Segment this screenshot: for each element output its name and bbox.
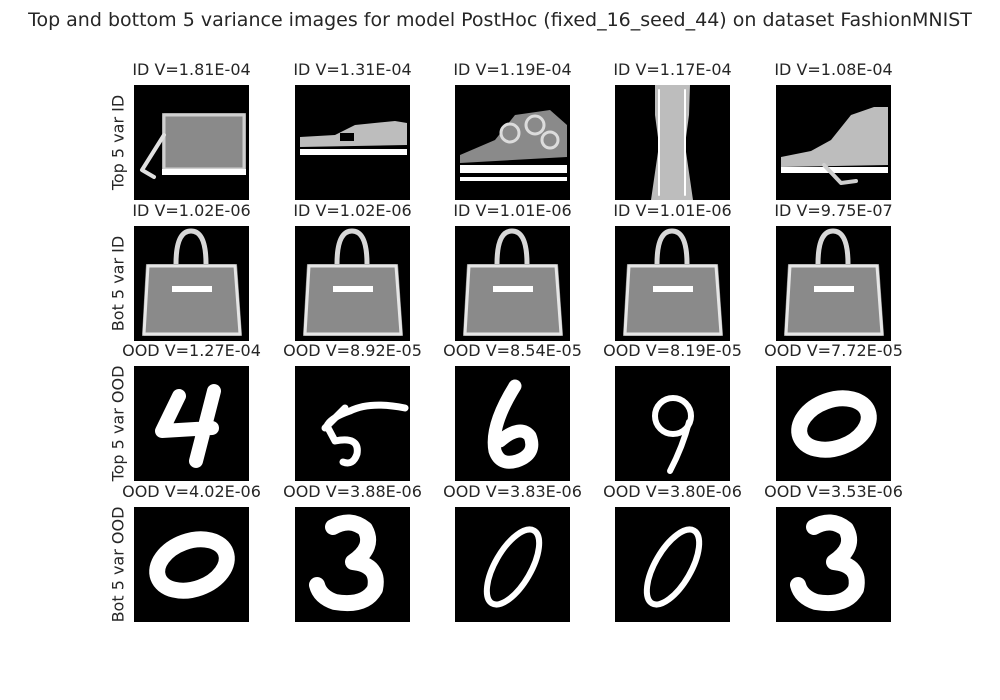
handbag-icon xyxy=(615,226,730,341)
handbag-icon xyxy=(776,226,891,341)
panel-title: OOD V=3.80E-06 xyxy=(603,482,742,501)
handbag-icon xyxy=(134,226,249,341)
panel-title: OOD V=7.72E-05 xyxy=(764,341,903,360)
panel-title: ID V=9.75E-07 xyxy=(774,201,893,220)
handbag-icon xyxy=(455,226,570,341)
chart-title: Top and bottom 5 variance images for mod… xyxy=(28,9,972,31)
panel-title: OOD V=8.92E-05 xyxy=(283,341,422,360)
digit-5-icon xyxy=(295,366,410,481)
digit-0-icon xyxy=(776,366,891,481)
digit-4-icon xyxy=(134,366,249,481)
row-label: Top 5 var OOD xyxy=(108,365,128,481)
panel-title: ID V=1.08E-04 xyxy=(774,60,893,79)
dress-icon xyxy=(615,85,730,200)
digit-0-slanted-icon xyxy=(615,507,730,622)
digit-3-icon xyxy=(295,507,410,622)
panel-title: ID V=1.31E-04 xyxy=(293,60,412,79)
panel-title: OOD V=3.83E-06 xyxy=(443,482,582,501)
panel-title: OOD V=1.27E-04 xyxy=(122,341,261,360)
digit-0-slanted-icon xyxy=(455,507,570,622)
digit-3-icon xyxy=(776,507,891,622)
panel-title: OOD V=8.54E-05 xyxy=(443,341,582,360)
panel-title: ID V=1.02E-06 xyxy=(293,201,412,220)
panel-title: ID V=1.19E-04 xyxy=(453,60,572,79)
ankle-boot-icon xyxy=(776,85,891,200)
panel-title: OOD V=3.53E-06 xyxy=(764,482,903,501)
digit-0-icon xyxy=(134,507,249,622)
panel-title: OOD V=3.88E-06 xyxy=(283,482,422,501)
panel-title: ID V=1.17E-04 xyxy=(613,60,732,79)
digit-9-icon xyxy=(615,366,730,481)
panel-title: OOD V=8.19E-05 xyxy=(603,341,742,360)
panel-title: ID V=1.02E-06 xyxy=(132,201,251,220)
row-label: Bot 5 var OOD xyxy=(108,506,128,622)
panel-title: ID V=1.01E-06 xyxy=(613,201,732,220)
panel-title: ID V=1.01E-06 xyxy=(453,201,572,220)
panel-title: ID V=1.81E-04 xyxy=(132,60,251,79)
row-label: Bot 5 var ID xyxy=(108,235,128,331)
digit-6-icon xyxy=(455,366,570,481)
sandal-icon xyxy=(455,85,570,200)
handbag-icon xyxy=(295,226,410,341)
panel-title: OOD V=4.02E-06 xyxy=(122,482,261,501)
sneaker-icon xyxy=(295,85,410,200)
row-label: Top 5 var ID xyxy=(108,94,128,190)
bag-icon xyxy=(134,85,249,200)
